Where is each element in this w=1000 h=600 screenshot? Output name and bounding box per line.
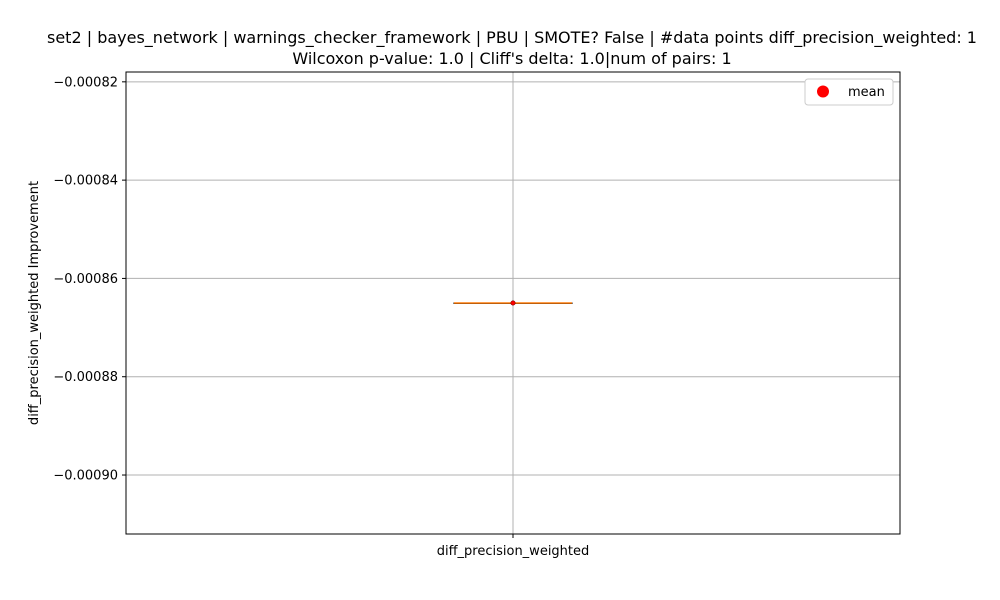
legend-label-mean: mean: [848, 85, 885, 100]
x-tick-label: diff_precision_weighted: [437, 544, 590, 559]
y-tick-label: −0.00088: [53, 370, 118, 385]
legend-frame: [804, 78, 894, 106]
y-axis-label: diff_precision_weighted Improvement: [27, 181, 42, 425]
y-tick-label: −0.00086: [53, 272, 118, 287]
y-tick-label: −0.00090: [53, 469, 118, 484]
legend: mean: [804, 78, 894, 106]
box-plot: [453, 300, 573, 306]
y-tick-label: −0.00082: [53, 75, 118, 90]
box-mean-marker: [510, 300, 516, 306]
chart-title-line-2: Wilcoxon p-value: 1.0 | Cliff's delta: 1…: [292, 49, 731, 68]
y-tick-label: −0.00084: [53, 174, 118, 189]
plot-area-frame: [125, 71, 901, 535]
y-axis-ticks: −0.00082 −0.00084 −0.00086 −0.00088 −0.00090: [53, 75, 126, 484]
x-axis-ticks: diff_precision_weighted: [437, 534, 590, 559]
legend-marker-mean: [817, 85, 829, 98]
chart-title-line-1: set2 | bayes_network | warnings_checker_…: [47, 28, 977, 48]
